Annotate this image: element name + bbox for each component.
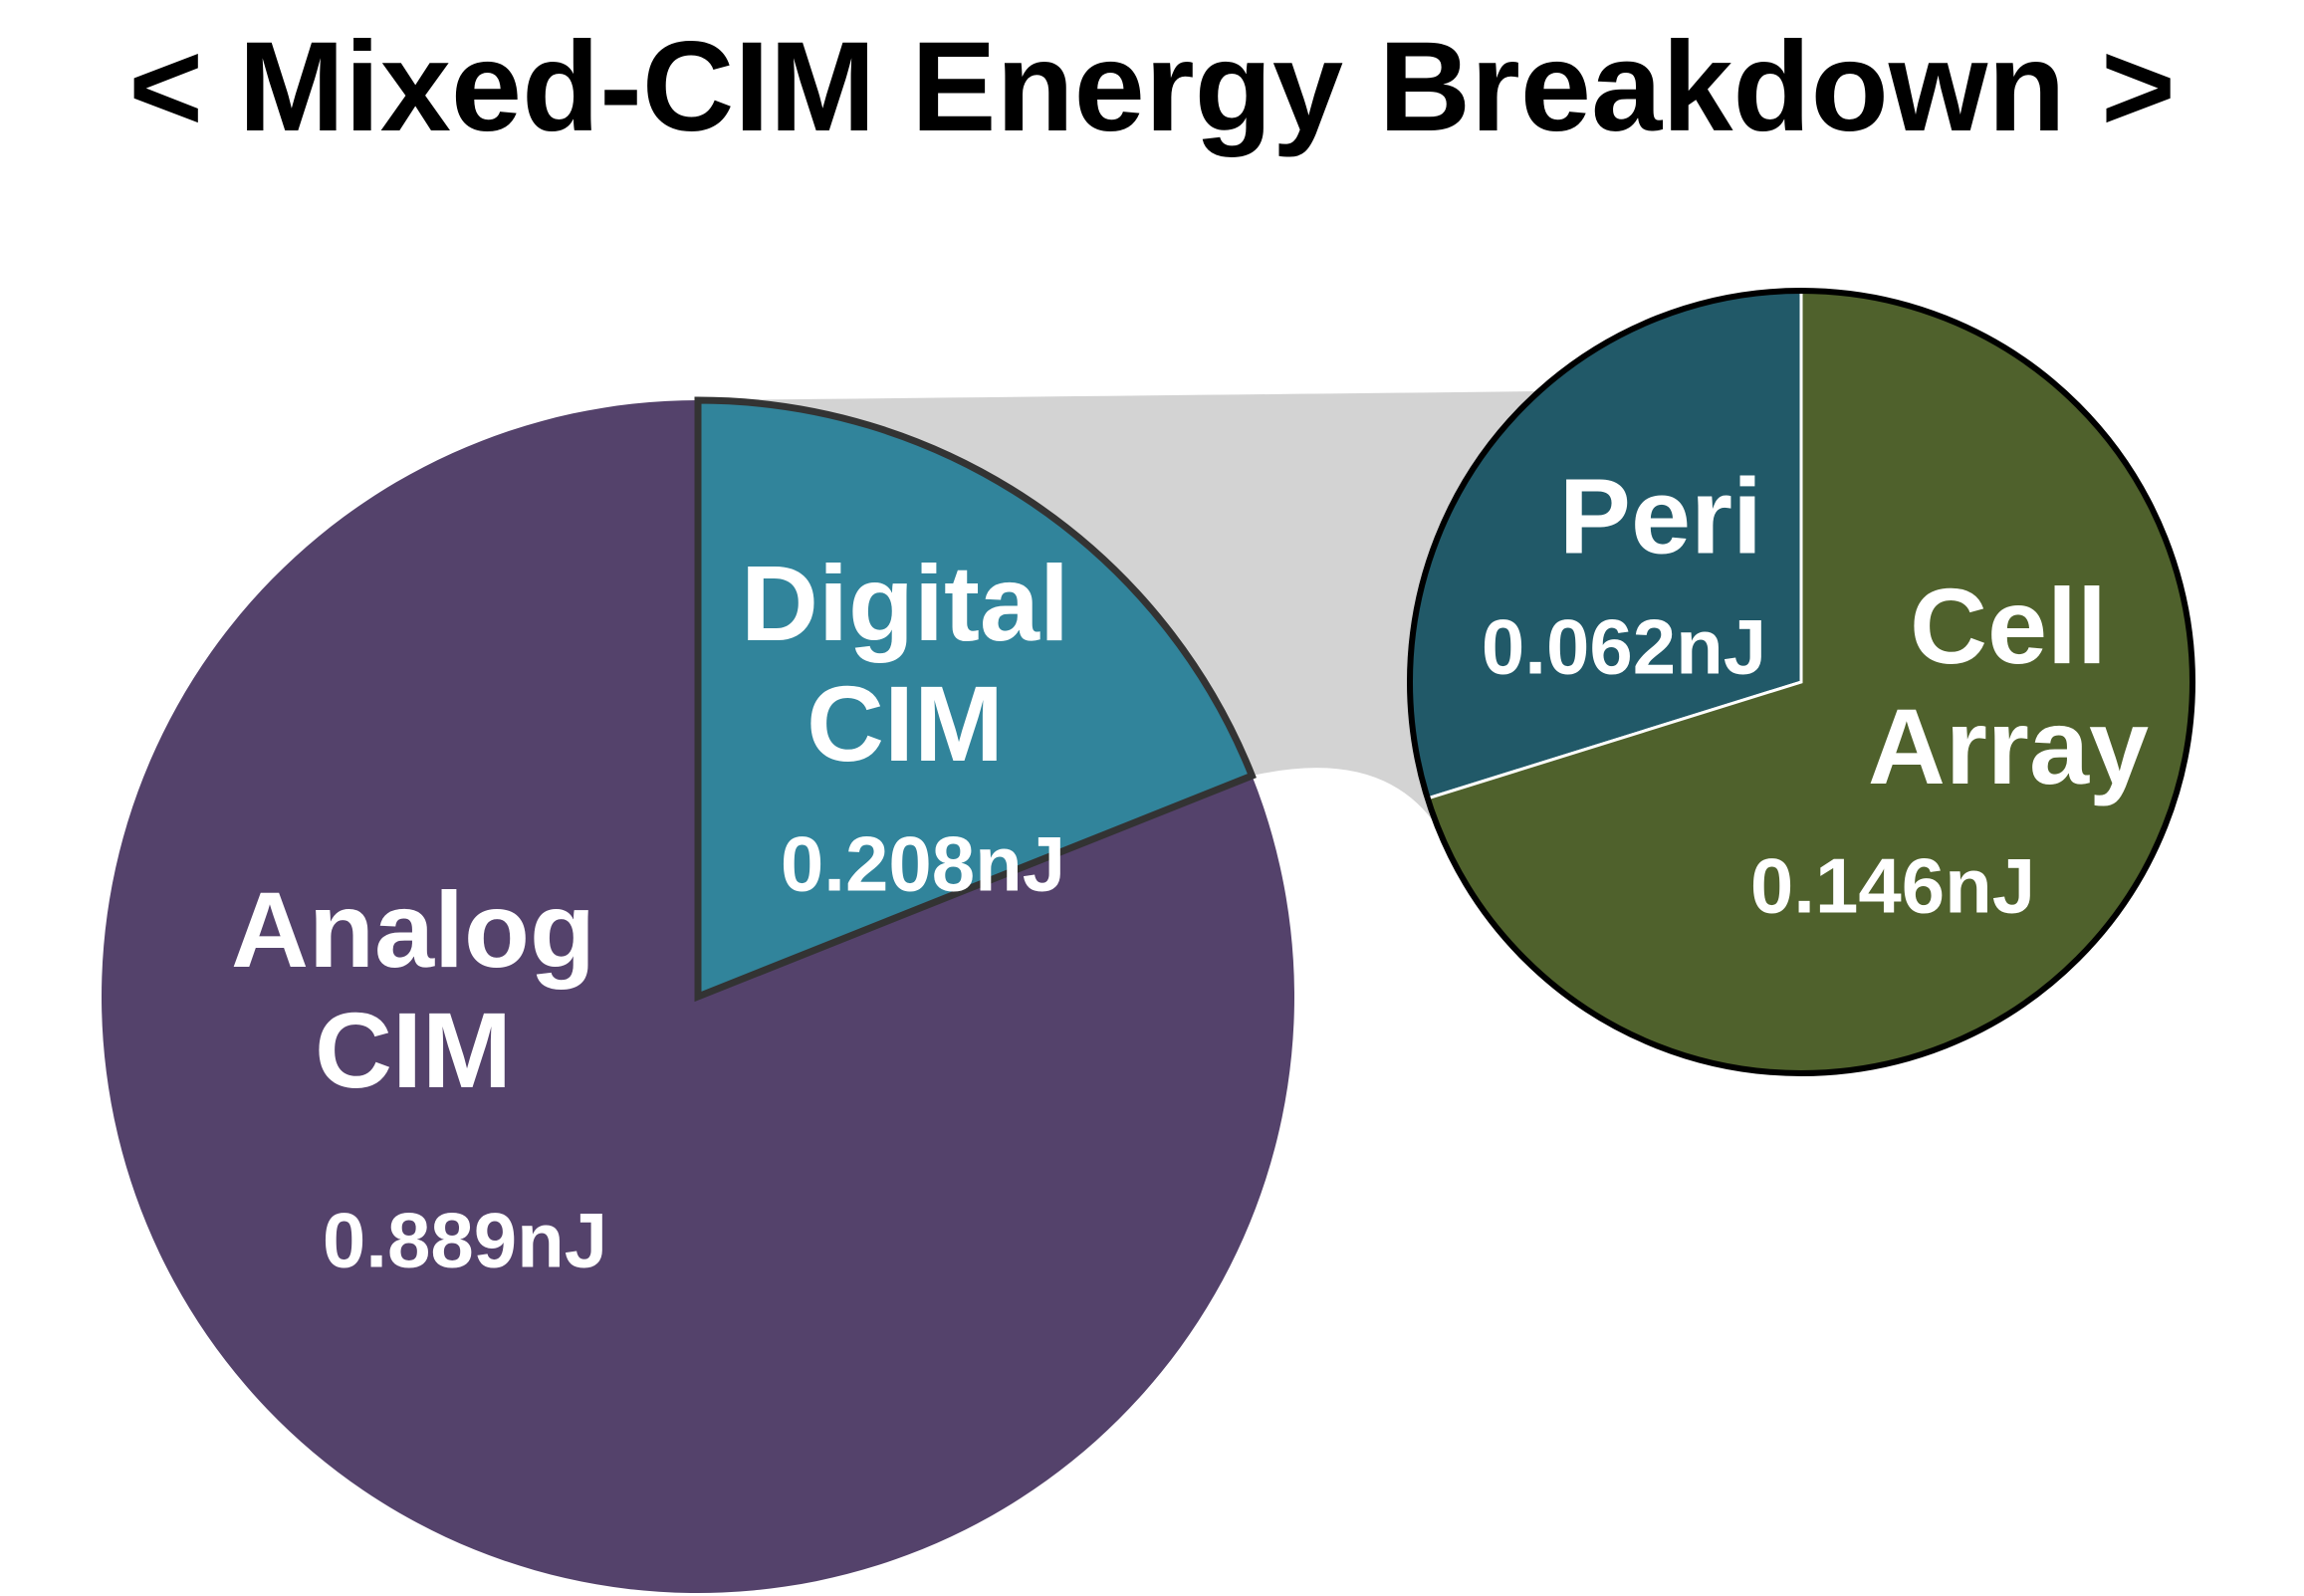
- value-label: 0.889nJ: [322, 1196, 608, 1284]
- detail-value-label: 0.062nJ: [1481, 602, 1767, 691]
- category-label: Digital CIM: [740, 543, 1069, 784]
- value-label: 0.208nJ: [780, 819, 1066, 908]
- detail-value-label: 0.146nJ: [1749, 841, 2036, 930]
- category-label: Analog CIM: [231, 869, 595, 1110]
- pie-slice-highlighted: [694, 396, 1257, 1003]
- detail-category-label: Cell Array: [1867, 566, 2150, 806]
- detail-category-label: Peri: [1558, 455, 1763, 576]
- detail-outline: [1407, 288, 2195, 1076]
- chart-title: < Mixed-CIM Energy Breakdown >: [128, 16, 2176, 158]
